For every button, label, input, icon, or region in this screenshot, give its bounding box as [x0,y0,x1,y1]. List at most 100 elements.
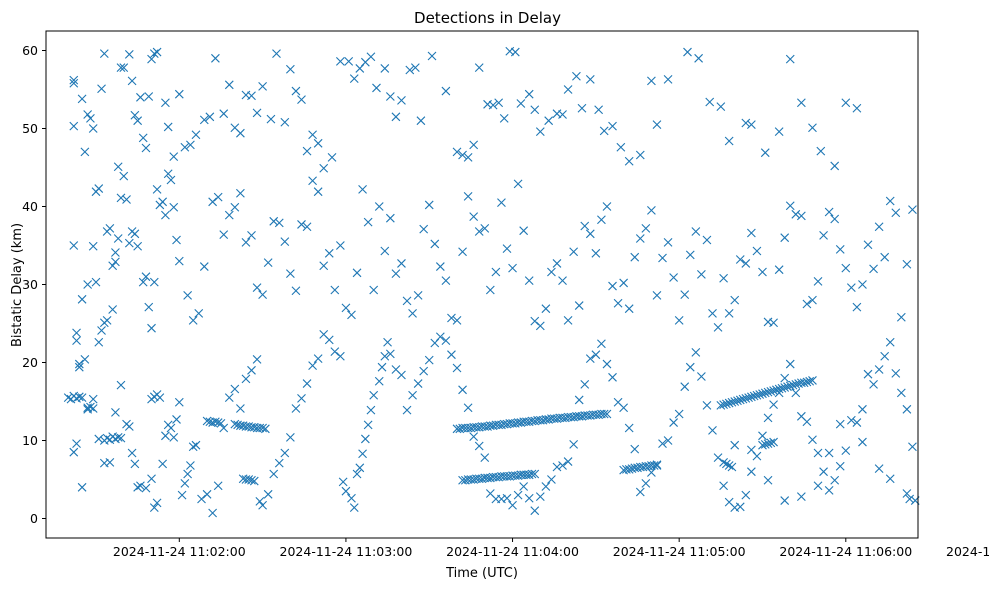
data-point [552,259,562,268]
data-point [324,335,334,345]
data-point [77,94,87,104]
data-point [730,295,740,305]
data-point [602,202,612,211]
data-point [247,91,256,101]
data-point [152,184,162,194]
data-point [230,419,240,429]
data-point [430,239,440,249]
data-point [199,262,209,271]
data-point [763,439,773,449]
data-point [624,423,634,433]
data-point [313,354,323,363]
data-point [308,176,317,186]
data-point [77,294,87,304]
data-point [130,110,140,120]
data-point [508,263,517,273]
data-point [830,161,840,171]
data-point [88,124,98,133]
data-point [841,98,851,108]
data-point [541,304,551,314]
data-point [169,432,179,442]
data-point [858,437,867,447]
data-point [458,150,467,160]
data-point [247,475,256,485]
data-point [244,475,254,484]
data-point [658,439,667,449]
data-point [510,47,520,57]
data-point [613,298,623,308]
data-point [463,152,473,162]
data-point [502,244,512,254]
data-point [791,388,801,398]
data-point [447,313,456,323]
data-point [780,496,790,505]
data-point [188,315,198,325]
data-point [741,118,751,128]
data-point [458,247,467,257]
data-point [572,71,581,81]
data-point [669,273,679,282]
data-point [760,148,770,158]
y-tick-label: 60 [22,43,38,58]
data-point [513,179,523,189]
data-point [852,418,862,427]
data-point [713,323,723,332]
data-point [841,263,851,273]
data-point [516,99,526,108]
data-point [694,53,703,63]
data-point [363,217,373,227]
data-point [585,354,595,363]
data-point [730,440,740,450]
data-point [727,397,737,407]
data-point [741,393,751,403]
data-point [685,250,695,260]
data-point [691,347,701,357]
data-point [258,423,267,433]
data-point [619,403,629,413]
data-point [816,146,826,156]
data-point [161,98,170,108]
data-point [663,237,673,247]
data-point [602,359,612,369]
data-point [530,469,540,479]
data-point [721,459,731,469]
data-point [691,227,701,236]
data-point [599,409,609,419]
data-point [133,482,143,492]
data-point [441,276,451,285]
data-point [330,347,340,356]
data-point [908,442,917,452]
data-point [624,156,634,166]
data-point [358,184,367,194]
data-point [344,57,354,66]
data-point [108,261,118,271]
data-point [255,496,265,506]
data-point [452,147,462,157]
data-point [635,150,645,160]
data-point [88,404,98,413]
data-point [302,146,312,156]
data-point [213,418,223,427]
data-point [172,235,181,245]
data-point [385,213,395,223]
data-point [491,267,501,277]
data-point [258,81,267,91]
data-point [574,301,584,310]
data-point [72,439,81,449]
data-point [674,409,684,419]
data-point [599,126,609,136]
data-point [435,262,445,271]
data-point [830,475,840,485]
data-point [377,362,387,372]
data-point [658,253,667,263]
data-point [702,401,712,410]
data-point [252,283,262,293]
data-point [480,223,490,233]
data-point [374,202,384,211]
data-point [758,431,767,441]
data-point [746,392,756,402]
data-point [513,490,523,500]
data-point [258,290,267,300]
data-point [669,418,679,427]
